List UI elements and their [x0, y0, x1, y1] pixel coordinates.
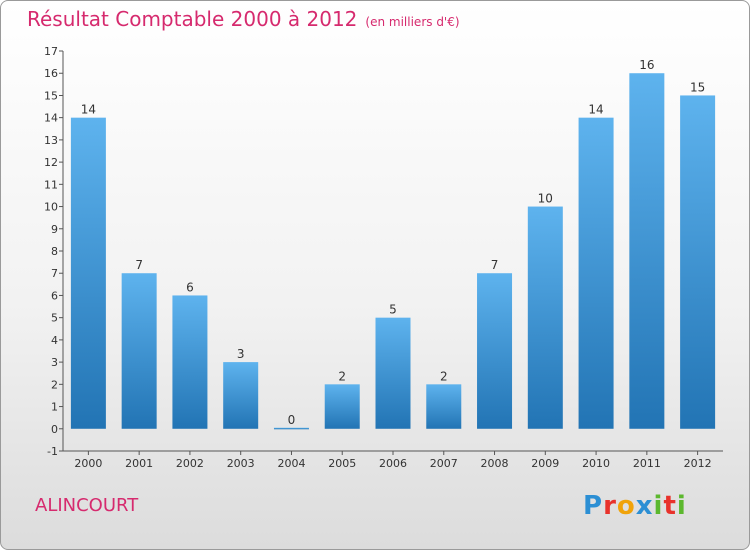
- bar-2009: [527, 206, 563, 429]
- x-tick-label: 2005: [328, 457, 356, 470]
- bar-2011: [629, 73, 665, 429]
- data-label: 0: [288, 413, 296, 427]
- y-tick-label: 4: [51, 334, 58, 347]
- data-label: 2: [338, 369, 346, 383]
- y-tick-label: 8: [51, 245, 58, 258]
- y-tick-label: 2: [51, 378, 58, 391]
- data-label: 7: [491, 258, 499, 272]
- x-tick-label: 2000: [74, 457, 102, 470]
- chart-unit: (en milliers d'€): [365, 15, 460, 29]
- data-label: 10: [538, 192, 553, 206]
- bar-2002: [172, 295, 208, 429]
- data-label: 3: [237, 347, 245, 361]
- y-tick-label: 15: [44, 89, 58, 102]
- logo-letter: P: [583, 491, 604, 521]
- logo-letter: i: [653, 491, 664, 521]
- data-label: 2: [440, 369, 448, 383]
- x-tick-label: 2012: [684, 457, 712, 470]
- bar-2003: [223, 362, 259, 429]
- x-tick-label: 2010: [582, 457, 610, 470]
- bar-2006: [375, 317, 411, 429]
- x-tick-label: 2008: [481, 457, 509, 470]
- chart-title-text: Résultat Comptable 2000 à 2012: [27, 7, 358, 31]
- data-label: 5: [389, 303, 397, 317]
- y-tick-label: 12: [44, 156, 58, 169]
- bar-2004: [273, 427, 309, 430]
- proxiti-logo: Proxiti: [583, 491, 687, 521]
- logo-letter: x: [635, 491, 654, 521]
- y-tick-label: 11: [44, 178, 58, 191]
- data-label: 14: [81, 103, 96, 117]
- y-tick-label: 13: [44, 134, 58, 147]
- y-tick-label: 17: [44, 45, 58, 58]
- y-tick-label: 7: [51, 267, 58, 280]
- y-tick-label: 5: [51, 312, 58, 325]
- bar-2001: [121, 273, 157, 429]
- logo-letter: r: [603, 491, 617, 521]
- logo-letter: o: [616, 491, 636, 521]
- y-tick-label: 10: [44, 201, 58, 214]
- x-tick-label: 2004: [277, 457, 305, 470]
- bar-2007: [426, 384, 462, 429]
- data-label: 7: [135, 258, 143, 272]
- bar-2008: [477, 273, 513, 429]
- y-tick-label: 9: [51, 223, 58, 236]
- logo-letter: i: [676, 491, 687, 521]
- x-tick-label: 2011: [633, 457, 661, 470]
- y-tick-label: 1: [51, 401, 58, 414]
- y-tick-label: 0: [51, 423, 58, 436]
- bar-2000: [70, 117, 106, 429]
- data-label: 16: [639, 58, 654, 72]
- commune-name: ALINCOURT: [35, 495, 139, 516]
- data-label: 6: [186, 280, 194, 294]
- bar-2005: [324, 384, 360, 429]
- x-tick-label: 2009: [531, 457, 559, 470]
- x-tick-label: 2003: [227, 457, 255, 470]
- data-label: 15: [690, 80, 705, 94]
- y-tick-label: 14: [44, 112, 58, 125]
- y-tick-label: 3: [51, 356, 58, 369]
- data-label: 14: [588, 103, 603, 117]
- y-tick-label: -1: [47, 445, 58, 458]
- x-tick-label: 2001: [125, 457, 153, 470]
- bar-2010: [578, 117, 614, 429]
- y-tick-label: 6: [51, 289, 58, 302]
- chart-title: Résultat Comptable 2000 à 2012 (en millie…: [27, 7, 460, 31]
- y-tick-label: 16: [44, 67, 58, 80]
- x-tick-label: 2006: [379, 457, 407, 470]
- x-tick-label: 2002: [176, 457, 204, 470]
- bar-2012: [680, 95, 716, 429]
- logo-letter: t: [663, 491, 677, 521]
- x-tick-label: 2007: [430, 457, 458, 470]
